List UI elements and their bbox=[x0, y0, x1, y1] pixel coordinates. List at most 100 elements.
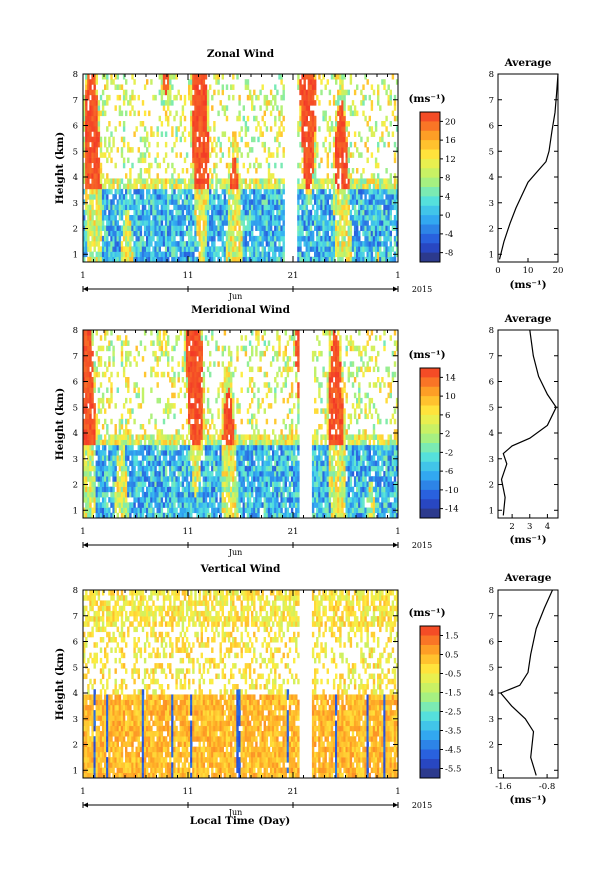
heatmap-cell bbox=[206, 251, 210, 258]
heatmap-cell bbox=[129, 204, 132, 211]
average-y-tick-label: 7 bbox=[489, 96, 494, 106]
heatmap-cell bbox=[391, 183, 395, 190]
heatmap-cell bbox=[95, 512, 98, 519]
heatmap-cell bbox=[230, 230, 233, 237]
heatmap-cell bbox=[387, 204, 390, 211]
heatmap-cell bbox=[209, 188, 212, 195]
heatmap-cell bbox=[106, 230, 109, 237]
heatmap-cell bbox=[240, 136, 243, 143]
heatmap-cell bbox=[160, 497, 164, 503]
heatmap-cell bbox=[276, 194, 279, 200]
heatmap-cell bbox=[198, 465, 201, 472]
heatmap-cell bbox=[143, 141, 147, 148]
heatmap-cell bbox=[162, 225, 166, 231]
heatmap-cell bbox=[190, 173, 193, 179]
heatmap-cell bbox=[192, 408, 195, 414]
heatmap-cell bbox=[339, 220, 342, 226]
heatmap-cell bbox=[93, 497, 96, 503]
heatmap-cell bbox=[112, 241, 115, 247]
heatmap-cell bbox=[87, 429, 90, 435]
heatmap-cell bbox=[267, 178, 271, 184]
heatmap-cell bbox=[125, 173, 128, 179]
heatmap-cell bbox=[204, 476, 208, 482]
heatmap-cell bbox=[167, 84, 170, 90]
heatmap-cell bbox=[106, 330, 109, 336]
heatmap-cell bbox=[303, 241, 306, 247]
heatmap-cell bbox=[351, 199, 355, 205]
heatmap-cell bbox=[303, 173, 306, 179]
heatmap-cell bbox=[368, 204, 371, 211]
heatmap-cell bbox=[374, 220, 378, 226]
heatmap-cell bbox=[148, 230, 151, 237]
heatmap-cell bbox=[122, 460, 126, 467]
heatmap-cell bbox=[379, 194, 382, 200]
heatmap-cell bbox=[177, 497, 180, 503]
heatmap-cell bbox=[146, 486, 149, 493]
heatmap-cell bbox=[167, 491, 170, 498]
heatmap-cell bbox=[343, 74, 346, 80]
heatmap-cell bbox=[274, 136, 277, 143]
heatmap-cell bbox=[377, 199, 380, 205]
heatmap-cell bbox=[280, 209, 283, 216]
heatmap-cell bbox=[196, 424, 199, 430]
heatmap-cell bbox=[89, 79, 92, 85]
heatmap-cell bbox=[194, 204, 197, 211]
heatmap-cell bbox=[146, 220, 149, 226]
heatmap-cell bbox=[299, 162, 302, 169]
heatmap-cell bbox=[356, 235, 359, 242]
heatmap-cell bbox=[188, 235, 191, 242]
heatmap-cell bbox=[104, 178, 107, 184]
heatmap-cell bbox=[118, 486, 122, 493]
heatmap-cell bbox=[122, 230, 126, 237]
heatmap-cell bbox=[183, 476, 187, 482]
heatmap-cell bbox=[192, 371, 195, 378]
heatmap-cell bbox=[343, 136, 346, 143]
heatmap-cell bbox=[253, 199, 256, 205]
heatmap-cell bbox=[206, 408, 210, 414]
heatmap-cell bbox=[299, 225, 302, 231]
heatmap-cell bbox=[353, 194, 357, 200]
heatmap-cell bbox=[190, 121, 193, 127]
heatmap-cell bbox=[194, 220, 197, 226]
heatmap-cell bbox=[183, 502, 187, 508]
heatmap-cell bbox=[202, 486, 206, 493]
heatmap-cell bbox=[150, 434, 153, 440]
heatmap-cell bbox=[146, 256, 149, 263]
heatmap-cell bbox=[93, 105, 96, 111]
heatmap-cell bbox=[141, 444, 145, 451]
heatmap-cell bbox=[303, 183, 306, 190]
heatmap-cell bbox=[181, 439, 185, 446]
heatmap-cell bbox=[314, 141, 317, 148]
heatmap-cell bbox=[242, 230, 245, 237]
heatmap-cell bbox=[95, 429, 98, 435]
heatmap-cell bbox=[211, 220, 214, 226]
heatmap-cell bbox=[188, 512, 191, 519]
heatmap-cell bbox=[244, 79, 248, 85]
heatmap-cell bbox=[85, 188, 88, 195]
heatmap-cell bbox=[114, 215, 117, 221]
heatmap-cell bbox=[206, 183, 210, 190]
heatmap-cell bbox=[200, 105, 203, 111]
heatmap-cell bbox=[188, 330, 191, 336]
heatmap-cell bbox=[198, 194, 201, 200]
heatmap-cell bbox=[204, 439, 208, 446]
heatmap-cell bbox=[217, 455, 220, 461]
heatmap-cell bbox=[225, 246, 229, 252]
heatmap-cell bbox=[190, 502, 193, 508]
heatmap-cell bbox=[114, 507, 117, 514]
heatmap-cell bbox=[198, 89, 201, 96]
heatmap-cell bbox=[391, 256, 395, 263]
heatmap-cell bbox=[395, 188, 399, 195]
heatmap-cell bbox=[89, 241, 92, 247]
heatmap-cell bbox=[259, 235, 262, 242]
heatmap-cell bbox=[177, 230, 180, 237]
heatmap-cell bbox=[129, 460, 132, 467]
heatmap-cell bbox=[133, 476, 136, 482]
heatmap-cell bbox=[227, 94, 231, 101]
heatmap-cell bbox=[167, 209, 170, 216]
heatmap-cell bbox=[99, 183, 103, 190]
heatmap-cell bbox=[309, 141, 313, 148]
heatmap-cell bbox=[143, 183, 147, 190]
heatmap-cell bbox=[110, 246, 113, 252]
heatmap-cell bbox=[198, 94, 201, 101]
